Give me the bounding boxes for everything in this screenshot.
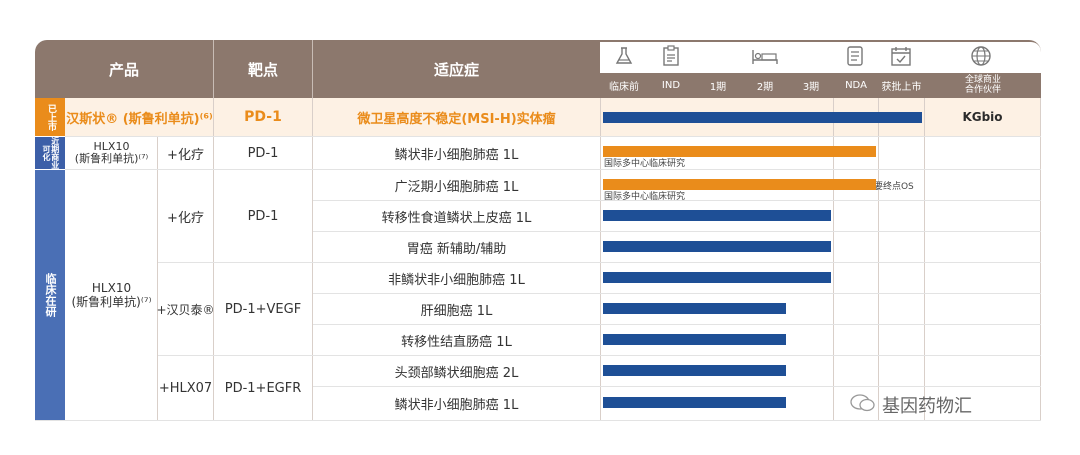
endpoint-note: ★ 达到主要终点OS — [836, 179, 914, 192]
grid-line — [833, 98, 834, 420]
group-marketed-band — [35, 98, 65, 136]
indication-name: 转移性食道鳞状上皮癌 1L — [381, 210, 532, 226]
header-indication: 适应症 — [433, 60, 479, 79]
grid-line — [878, 98, 879, 420]
grid-line — [65, 136, 1041, 137]
clipboard-icon — [661, 45, 681, 67]
combo-name: +化疗 — [167, 147, 204, 163]
target-name: PD-1 — [247, 208, 279, 224]
phase-label: 获批上市 — [881, 82, 922, 93]
product-name: HLX10 (斯鲁利单抗)⁽⁷⁾ — [74, 139, 149, 165]
progress-bar — [603, 210, 831, 221]
bar-note: 国际多中心临床研究 — [604, 159, 686, 169]
grid-line — [158, 355, 1041, 356]
product-name: 汉斯状® (斯鲁利单抗)⁽⁶⁾ — [66, 111, 213, 127]
indication-name: 广泛期小细胞肺癌 1L — [394, 179, 519, 195]
target-name: PD-1 — [244, 109, 282, 125]
grid-line — [158, 262, 1041, 263]
star-icon: ★ — [836, 182, 845, 192]
hospital-bed-icon — [751, 48, 779, 66]
partner-logo: KGbio — [925, 98, 1040, 136]
combo-name: +HLX07 — [158, 380, 213, 396]
header-target: 靶点 — [247, 60, 278, 79]
chat-bubble-icon — [850, 393, 876, 417]
grid-line — [1040, 98, 1041, 420]
group-near-band — [35, 137, 65, 169]
progress-bar — [603, 272, 831, 283]
watermark-text: 基因药物汇 — [882, 396, 972, 417]
grid-line — [213, 98, 214, 420]
phase-label: 2期 — [756, 82, 774, 93]
grid-line — [35, 420, 1041, 421]
group-marketed-label: 已上市 — [45, 103, 56, 131]
group-near-label: 近期商业可化 — [42, 137, 60, 169]
header-divider — [312, 40, 313, 98]
phase-label: NDA — [845, 80, 867, 91]
indication-name: 头颈部鳞状细胞癌 2L — [394, 365, 519, 381]
grid-line — [65, 169, 1041, 170]
combo-name: +化疗 — [167, 210, 204, 226]
phase-label: 1期 — [709, 82, 727, 93]
indication-name: 胃癌 新辅助/辅助 — [406, 241, 507, 257]
progress-bar — [603, 334, 786, 345]
phase-label-row — [600, 73, 1041, 98]
progress-bar — [603, 365, 786, 376]
target-name: PD-1+VEGF — [224, 301, 302, 317]
watermark: 基因药物汇 — [850, 392, 972, 418]
combo-name: +汉贝泰® — [156, 302, 215, 317]
phase-label: IND — [661, 80, 681, 91]
indication-name: 非鳞状非小细胞肺癌 1L — [388, 272, 525, 288]
bar-note: 国际多中心临床研究 — [604, 192, 686, 202]
grid-line — [313, 231, 1041, 232]
target-name: PD-1 — [247, 145, 279, 161]
header-product: 产品 — [108, 60, 139, 79]
grid-line — [313, 200, 1041, 201]
progress-bar — [603, 397, 786, 408]
calendar-check-icon — [890, 45, 912, 67]
phase-label: 全球商业 合作伙伴 — [964, 75, 1001, 95]
phase-label: 临床前 — [609, 82, 639, 93]
indication-name: 鳞状非小细胞肺癌 1L — [394, 398, 519, 413]
indication-name: 微卫星高度不稳定(MSI-H)实体瘤 — [357, 111, 556, 127]
grid-line — [313, 386, 1041, 387]
grid-line — [312, 98, 313, 420]
grid-line — [157, 137, 158, 420]
progress-bar — [603, 303, 786, 314]
product-name: HLX10 (斯鲁利单抗)⁽⁷⁾ — [71, 280, 152, 309]
header-divider — [213, 40, 214, 98]
indication-name: 肝细胞癌 1L — [420, 303, 493, 319]
indication-name: 鳞状非小细胞肺癌 1L — [394, 147, 519, 163]
group-clinical-band — [35, 170, 65, 420]
grid-line — [600, 98, 601, 420]
grid-line — [924, 98, 925, 420]
partner-logo-text: KGbio — [962, 110, 1003, 124]
progress-bar — [603, 241, 831, 252]
group-clinical-label: 临床在研 — [44, 273, 58, 317]
grid-line — [313, 324, 1041, 325]
globe-icon — [970, 45, 992, 67]
target-name: PD-1+EGFR — [224, 380, 302, 396]
indication-name: 转移性结直肠癌 1L — [401, 334, 512, 350]
endpoint-note-text: 达到主要终点OS — [846, 182, 914, 192]
flask-icon — [614, 46, 634, 66]
grid-line — [313, 293, 1041, 294]
phase-label: 3期 — [802, 82, 820, 93]
document-icon — [846, 45, 864, 67]
